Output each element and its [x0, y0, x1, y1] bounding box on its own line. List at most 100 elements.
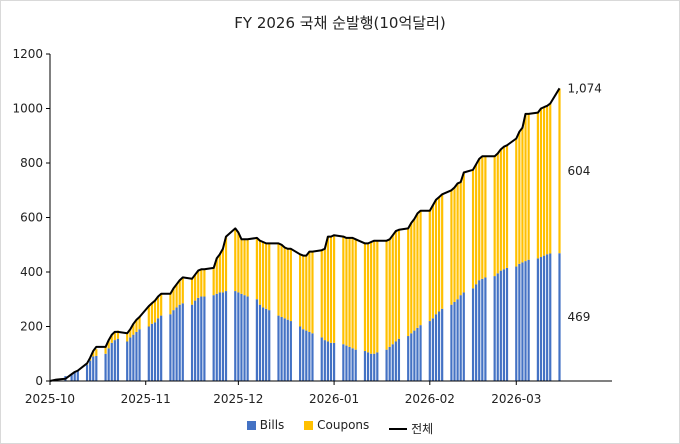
- bar-bills: [215, 293, 218, 381]
- bar-coupons: [268, 243, 271, 311]
- bar-coupons: [502, 146, 506, 270]
- bar-coupons: [459, 182, 462, 296]
- axes-layer: 0 200 400 600 800 1000 1200 2025-10 2025-11 2025-…: [12, 47, 612, 406]
- bar-coupons: [126, 333, 129, 342]
- bar-bills: [471, 288, 475, 381]
- legend-swatch-total: [389, 427, 408, 430]
- bar-coupons: [323, 248, 326, 341]
- bar-coupons: [366, 243, 370, 353]
- bar-bills: [407, 336, 410, 381]
- legend-label-coupons: Coupons: [317, 418, 370, 432]
- bar-bills: [453, 301, 456, 381]
- bar-coupons: [431, 205, 435, 319]
- bar-coupons: [434, 199, 438, 315]
- bar-coupons: [542, 107, 546, 256]
- bar-bills: [348, 346, 351, 381]
- bar-coupons: [342, 236, 345, 345]
- legend-label-total: 전체: [411, 422, 434, 436]
- x-tick-label: 2025-10: [25, 392, 75, 406]
- bar-bills: [169, 314, 172, 381]
- bar-bills: [234, 291, 237, 381]
- bar-coupons: [308, 251, 311, 332]
- bar-bills: [462, 292, 465, 381]
- bar-coupons: [110, 334, 113, 343]
- bar-coupons: [138, 316, 141, 330]
- bar-coupons: [518, 131, 521, 264]
- bar-bills: [116, 338, 120, 381]
- bar-bills: [70, 374, 73, 381]
- bar-bills: [280, 316, 283, 381]
- bar-layer: [64, 88, 561, 381]
- bar-bills: [505, 267, 509, 381]
- bar-coupons: [456, 183, 459, 300]
- bar-bills: [181, 303, 184, 381]
- bar-coupons: [453, 187, 456, 302]
- bar-coupons: [243, 239, 246, 296]
- bar-coupons: [194, 274, 197, 301]
- bar-bills: [502, 269, 506, 381]
- bills-annotation: 469: [568, 310, 591, 324]
- bar-coupons: [246, 239, 249, 297]
- bar-coupons: [410, 222, 413, 334]
- bar-coupons: [258, 240, 262, 305]
- bar-coupons: [116, 330, 120, 339]
- y-tick-label: 200: [20, 320, 43, 334]
- bar-coupons: [255, 237, 258, 300]
- bar-bills: [496, 273, 499, 381]
- bar-bills: [499, 270, 502, 381]
- bar-bills: [370, 353, 373, 381]
- bar-bills: [388, 346, 391, 381]
- bar-bills: [546, 254, 549, 381]
- y-tick-label: 1000: [12, 102, 43, 116]
- bar-coupons: [363, 243, 367, 352]
- legend-swatch-coupons: [304, 420, 314, 430]
- bar-coupons: [104, 346, 107, 354]
- bar-bills: [265, 308, 268, 381]
- legend-item-bills: Bills: [246, 418, 285, 432]
- bar-coupons: [376, 240, 379, 353]
- bar-bills: [493, 276, 496, 381]
- bar-bills: [431, 318, 435, 381]
- x-tick-label: 2025-12: [213, 392, 263, 406]
- bar-bills: [113, 340, 116, 381]
- bar-coupons: [289, 248, 292, 322]
- bar-bills: [481, 278, 484, 381]
- y-tick-label: 0: [35, 374, 43, 388]
- bar-bills: [172, 310, 175, 381]
- bar-coupons: [280, 244, 283, 317]
- bar-bills: [311, 333, 314, 381]
- bar-bills: [539, 257, 543, 381]
- y-tick-label: 1200: [12, 47, 43, 61]
- bar-coupons: [407, 228, 410, 337]
- bar-bills: [329, 342, 333, 381]
- bar-coupons: [441, 194, 444, 309]
- bar-bills: [413, 330, 416, 381]
- bar-coupons: [521, 127, 524, 263]
- bar-bills: [515, 266, 518, 381]
- bar-coupons: [499, 149, 502, 271]
- bar-bills: [536, 258, 539, 381]
- bar-bills: [129, 337, 132, 381]
- bar-bills: [194, 300, 197, 381]
- bar-bills: [428, 321, 431, 381]
- bar-bills: [147, 326, 150, 381]
- bar-bills: [558, 253, 561, 381]
- bar-coupons: [332, 235, 336, 343]
- bar-bills: [153, 322, 157, 381]
- bar-bills: [437, 311, 441, 381]
- annotation-layer: 1,074 604 469: [568, 81, 602, 324]
- bar-coupons: [536, 112, 539, 259]
- bar-bills: [385, 349, 388, 381]
- bar-coupons: [478, 158, 481, 281]
- bar-coupons: [348, 237, 351, 347]
- bar-bills: [326, 341, 330, 381]
- bar-coupons: [354, 239, 357, 350]
- bar-coupons: [200, 269, 203, 297]
- bar-bills: [332, 342, 336, 381]
- bar-coupons: [132, 323, 135, 335]
- bar-coupons: [391, 235, 394, 345]
- bar-coupons: [95, 349, 98, 356]
- legend-label-bills: Bills: [259, 418, 285, 432]
- bar-coupons: [546, 105, 549, 255]
